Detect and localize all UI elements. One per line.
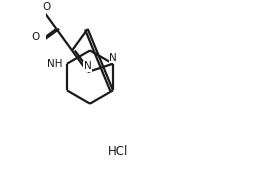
Text: N: N [84,61,92,71]
Text: NH: NH [47,59,63,69]
Text: O: O [43,2,51,12]
Text: O: O [32,32,40,42]
Text: N: N [109,53,117,63]
Text: HCl: HCl [108,145,129,158]
